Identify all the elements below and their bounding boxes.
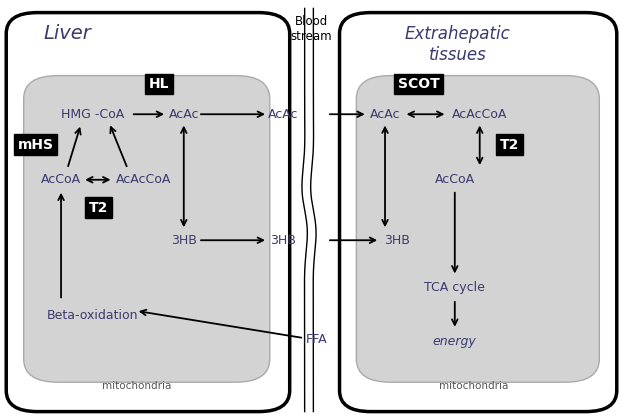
Text: mHS: mHS: [17, 138, 54, 152]
Text: HMG -CoA: HMG -CoA: [60, 108, 124, 121]
Text: HL: HL: [149, 77, 169, 91]
Text: AcAcCoA: AcAcCoA: [452, 108, 507, 121]
Text: FFA: FFA: [305, 333, 327, 346]
FancyBboxPatch shape: [6, 13, 290, 412]
FancyBboxPatch shape: [24, 76, 270, 382]
Text: mitochondria: mitochondria: [102, 381, 172, 391]
Text: Extrahepatic
tissues: Extrahepatic tissues: [405, 25, 511, 63]
Text: SCOT: SCOT: [397, 77, 440, 91]
Text: 3HB: 3HB: [384, 234, 411, 247]
Text: TCA cycle: TCA cycle: [424, 281, 485, 294]
Text: mitochondria: mitochondria: [439, 381, 508, 391]
Text: AcAc: AcAc: [169, 108, 199, 121]
Text: T2: T2: [500, 138, 520, 152]
Text: 3HB: 3HB: [171, 234, 197, 247]
Text: Beta-oxidation: Beta-oxidation: [47, 310, 138, 322]
Text: AcAc: AcAc: [370, 108, 400, 121]
Text: energy: energy: [433, 335, 477, 347]
Text: 3HB: 3HB: [270, 234, 297, 247]
Text: AcCoA: AcCoA: [41, 173, 81, 186]
FancyBboxPatch shape: [340, 13, 617, 412]
Text: Liver: Liver: [44, 24, 92, 43]
FancyBboxPatch shape: [356, 76, 599, 382]
Text: AcAcCoA: AcAcCoA: [116, 173, 171, 186]
Text: Blood
stream: Blood stream: [291, 16, 332, 43]
Text: AcAc: AcAc: [269, 108, 298, 121]
Text: AcCoA: AcCoA: [435, 173, 475, 186]
Text: T2: T2: [88, 201, 108, 215]
